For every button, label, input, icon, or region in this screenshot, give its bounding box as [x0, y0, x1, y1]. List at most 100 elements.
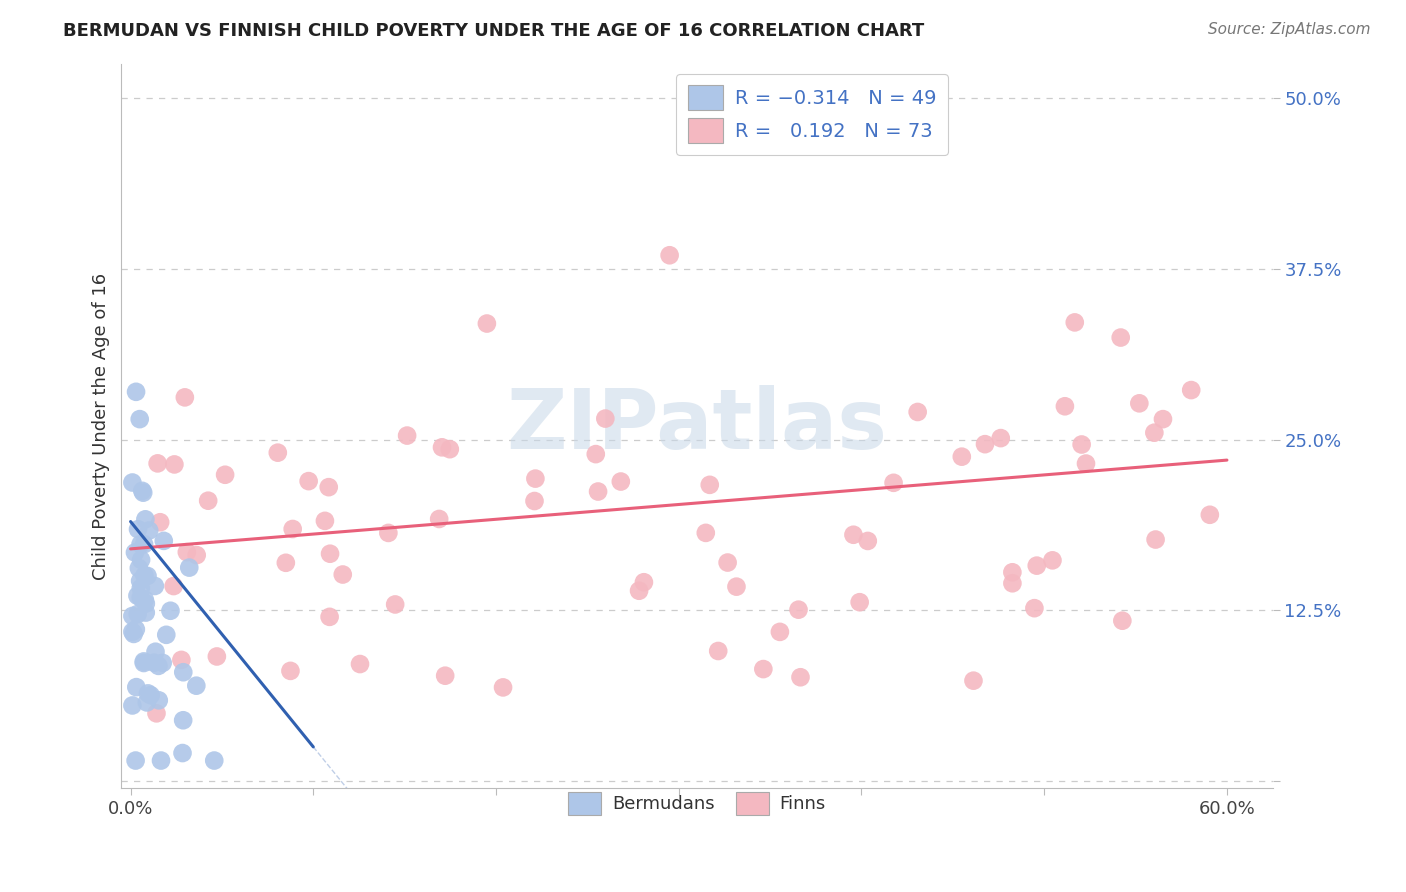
Point — [856, 533, 879, 548]
Y-axis label: Child Poverty Under the Age of 16: Child Poverty Under the Age of 16 — [93, 272, 110, 580]
Point — [384, 598, 406, 612]
Point — [318, 610, 340, 624]
Point — [1198, 508, 1220, 522]
Point — [842, 528, 865, 542]
Point — [132, 485, 155, 500]
Point — [1070, 437, 1092, 451]
Point — [124, 545, 146, 559]
Text: BERMUDAN VS FINNISH CHILD POVERTY UNDER THE AGE OF 16 CORRELATION CHART: BERMUDAN VS FINNISH CHILD POVERTY UNDER … — [63, 22, 925, 40]
Point — [427, 512, 450, 526]
Point — [152, 656, 174, 670]
Point — [1074, 457, 1097, 471]
Point — [524, 472, 547, 486]
Point — [475, 317, 498, 331]
Point — [319, 547, 342, 561]
Point — [439, 442, 461, 457]
Point — [132, 656, 155, 670]
Point — [430, 440, 453, 454]
Point — [990, 431, 1012, 445]
Point — [136, 686, 159, 700]
Point — [907, 405, 929, 419]
Point — [1025, 558, 1047, 573]
Point — [586, 484, 609, 499]
Point — [145, 645, 167, 659]
Point — [1144, 533, 1167, 547]
Point — [1128, 396, 1150, 410]
Point — [148, 693, 170, 707]
Point — [492, 681, 515, 695]
Point — [176, 545, 198, 559]
Point — [139, 688, 162, 702]
Point — [127, 522, 149, 536]
Point — [214, 467, 236, 482]
Point — [135, 597, 157, 611]
Point — [135, 606, 157, 620]
Point — [789, 670, 811, 684]
Point — [585, 447, 607, 461]
Point — [396, 428, 419, 442]
Point — [1063, 315, 1085, 329]
Point — [725, 580, 748, 594]
Point — [150, 754, 173, 768]
Point — [332, 567, 354, 582]
Point — [318, 480, 340, 494]
Point — [155, 628, 177, 642]
Point — [134, 592, 156, 607]
Point — [281, 522, 304, 536]
Point — [1042, 553, 1064, 567]
Point — [349, 657, 371, 671]
Point — [1109, 330, 1132, 344]
Point — [131, 483, 153, 498]
Legend: Bermudans, Finns: Bermudans, Finns — [558, 781, 837, 826]
Point — [707, 644, 730, 658]
Point — [1024, 601, 1046, 615]
Point — [143, 656, 166, 670]
Point — [173, 390, 195, 404]
Point — [152, 533, 174, 548]
Point — [127, 589, 149, 603]
Point — [129, 591, 152, 605]
Point — [159, 604, 181, 618]
Point — [717, 556, 740, 570]
Point — [1001, 566, 1024, 580]
Point — [205, 649, 228, 664]
Point — [298, 474, 321, 488]
Point — [129, 553, 152, 567]
Point — [129, 537, 152, 551]
Point — [434, 669, 457, 683]
Point — [121, 475, 143, 490]
Point — [172, 665, 194, 680]
Point — [197, 493, 219, 508]
Point — [129, 581, 152, 595]
Point — [138, 524, 160, 538]
Point — [121, 624, 143, 639]
Point — [121, 609, 143, 624]
Point — [125, 623, 148, 637]
Point — [134, 512, 156, 526]
Point — [170, 653, 193, 667]
Point — [523, 494, 546, 508]
Point — [132, 537, 155, 551]
Point — [128, 412, 150, 426]
Point — [121, 698, 143, 713]
Point — [135, 695, 157, 709]
Point — [132, 654, 155, 668]
Point — [1001, 576, 1024, 591]
Point — [146, 456, 169, 470]
Point — [962, 673, 984, 688]
Point — [143, 579, 166, 593]
Point — [658, 248, 681, 262]
Point — [280, 664, 302, 678]
Point — [377, 525, 399, 540]
Point — [699, 478, 721, 492]
Point — [122, 627, 145, 641]
Point — [125, 384, 148, 399]
Point — [136, 569, 159, 583]
Point — [633, 575, 655, 590]
Point — [267, 445, 290, 459]
Point — [127, 607, 149, 621]
Point — [129, 574, 152, 588]
Point — [172, 713, 194, 727]
Point — [145, 706, 167, 721]
Point — [149, 515, 172, 529]
